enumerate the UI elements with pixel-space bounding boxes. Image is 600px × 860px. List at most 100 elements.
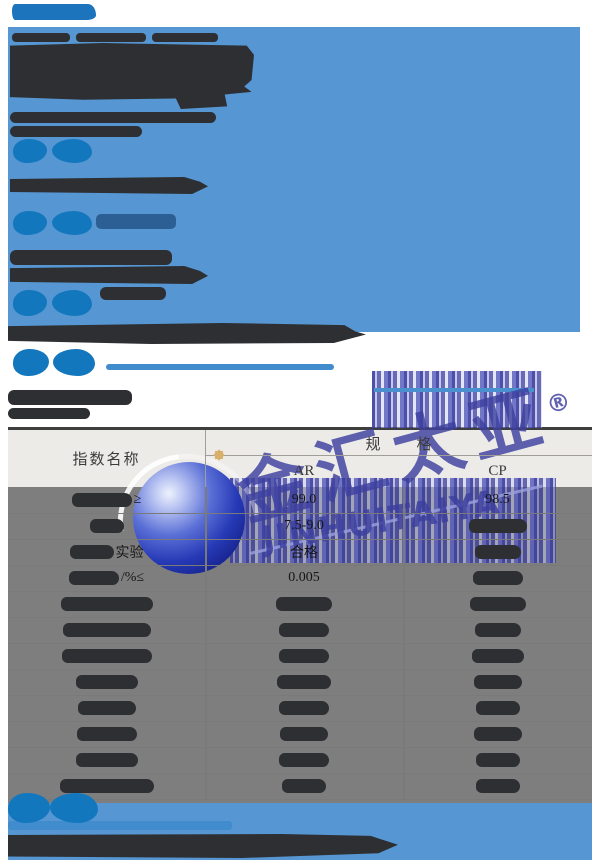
illegible-cell-text xyxy=(279,649,329,663)
illegible-cell-text xyxy=(89,519,124,533)
section-bullet-icon xyxy=(52,290,92,316)
illegible-text-blob xyxy=(10,126,142,137)
illegible-cell-text xyxy=(282,779,326,793)
spec-name-cell xyxy=(8,773,205,799)
cp-value-cell xyxy=(403,773,592,799)
illegible-cell-text xyxy=(471,649,524,663)
table-row xyxy=(8,617,592,643)
illegible-cell-text xyxy=(472,571,523,585)
table-row xyxy=(8,747,592,773)
illegible-cell-text xyxy=(71,493,132,507)
spec-table: 指数名称 规格 AR CP ≥99.0 98.5 7.5-9.0 实验 合格 /%≤ 0.0… xyxy=(8,427,592,803)
cp-value-cell xyxy=(403,721,592,747)
link-underline[interactable] xyxy=(106,364,334,370)
watermark-line xyxy=(374,388,534,392)
table-row: 7.5-9.0 xyxy=(8,513,592,539)
illegible-text-blob xyxy=(8,408,90,419)
table-row: 实验 合格 xyxy=(8,539,592,565)
illegible-cell-text xyxy=(279,701,329,715)
watermark-artifact-block xyxy=(372,371,542,428)
ar-value-cell-text: 合格 xyxy=(290,546,318,561)
section-bullet-icon xyxy=(50,793,98,823)
ar-value-cell xyxy=(205,773,403,799)
column-header-grade-cp: CP xyxy=(488,463,507,479)
section-bullet-icon xyxy=(52,139,92,163)
cp-value-cell: 98.5 xyxy=(403,487,592,513)
cp-value-cell xyxy=(403,565,592,591)
ar-value-cell-text: 7.5-9.0 xyxy=(284,518,324,533)
illegible-cell-text xyxy=(75,753,138,767)
illegible-cell-text xyxy=(280,727,328,741)
ar-value-cell-text: 99.0 xyxy=(291,492,317,507)
illegible-cell-text xyxy=(75,675,138,689)
column-header-spec: 规格 xyxy=(365,436,468,453)
link-underline[interactable] xyxy=(8,821,232,830)
column-header-grade-ar: AR xyxy=(293,463,315,479)
illegible-text-blob xyxy=(12,33,70,42)
ar-value-cell xyxy=(205,695,403,721)
illegible-text-blob xyxy=(8,390,132,405)
cp-value-cell xyxy=(403,513,592,539)
illegible-cell-text xyxy=(59,779,154,793)
table-header-background xyxy=(8,430,592,487)
illegible-text-blob xyxy=(76,33,146,42)
illegible-cell-text xyxy=(475,779,520,793)
spec-name-cell-text: /%≤ xyxy=(120,570,145,585)
illegible-text-blob xyxy=(100,287,166,300)
illegible-cell-text xyxy=(62,623,151,637)
ar-value-cell: 99.0 xyxy=(205,487,403,513)
illegible-text-blob xyxy=(10,250,172,265)
cp-value-cell xyxy=(403,643,592,669)
illegible-cell-text xyxy=(276,597,332,611)
ar-value-cell xyxy=(205,721,403,747)
illegible-cell-text xyxy=(279,753,329,767)
spec-name-cell xyxy=(8,669,205,695)
ar-value-cell: 7.5-9.0 xyxy=(205,513,403,539)
illegible-cell-text xyxy=(279,623,329,637)
table-row xyxy=(8,773,592,799)
section-bullet-icon xyxy=(13,211,47,235)
ar-value-cell xyxy=(205,643,403,669)
illegible-cell-text xyxy=(469,597,526,611)
illegible-cell-text xyxy=(61,649,152,663)
table-row xyxy=(8,591,592,617)
ar-value-cell xyxy=(205,591,403,617)
illegible-cell-text xyxy=(60,597,153,611)
section-bullet-icon xyxy=(53,349,95,376)
illegible-cell-text xyxy=(77,701,136,715)
spec-name-cell xyxy=(8,721,205,747)
category-tag xyxy=(12,4,96,20)
cp-value-cell-text: 98.5 xyxy=(485,492,510,507)
spec-name-cell-text: 实验 xyxy=(115,546,144,561)
spec-name-cell xyxy=(8,695,205,721)
table-row: /%≤ 0.005 xyxy=(8,565,592,591)
ar-value-cell xyxy=(205,669,403,695)
illegible-text-blob xyxy=(10,266,208,284)
spec-name-cell xyxy=(8,591,205,617)
ar-value-cell xyxy=(205,617,403,643)
illegible-cell-text xyxy=(474,623,521,637)
spec-name-cell: ≥ xyxy=(8,487,205,513)
column-header-name: 指数名称 xyxy=(72,452,141,468)
illegible-cell-text xyxy=(468,519,527,533)
illegible-text-blob xyxy=(8,323,366,344)
cp-value-cell xyxy=(403,539,592,565)
illegible-cell-text xyxy=(474,545,521,559)
illegible-blue-text xyxy=(96,214,176,229)
illegible-cell-text xyxy=(475,753,520,767)
cp-value-cell xyxy=(403,747,592,773)
spec-name-cell: /%≤ xyxy=(8,565,205,591)
spec-name-cell xyxy=(8,617,205,643)
spec-name-cell xyxy=(8,513,205,539)
illegible-cell-text xyxy=(473,727,522,741)
table-row xyxy=(8,721,592,747)
ar-value-cell: 合格 xyxy=(205,539,403,565)
illegible-text-blob xyxy=(10,112,216,123)
section-bullet-icon xyxy=(13,349,49,376)
table-row xyxy=(8,695,592,721)
ar-value-cell-text: 0.005 xyxy=(288,570,320,585)
spec-name-cell-text: ≥ xyxy=(133,492,142,507)
ar-value-cell xyxy=(205,747,403,773)
section-bullet-icon xyxy=(13,139,47,163)
